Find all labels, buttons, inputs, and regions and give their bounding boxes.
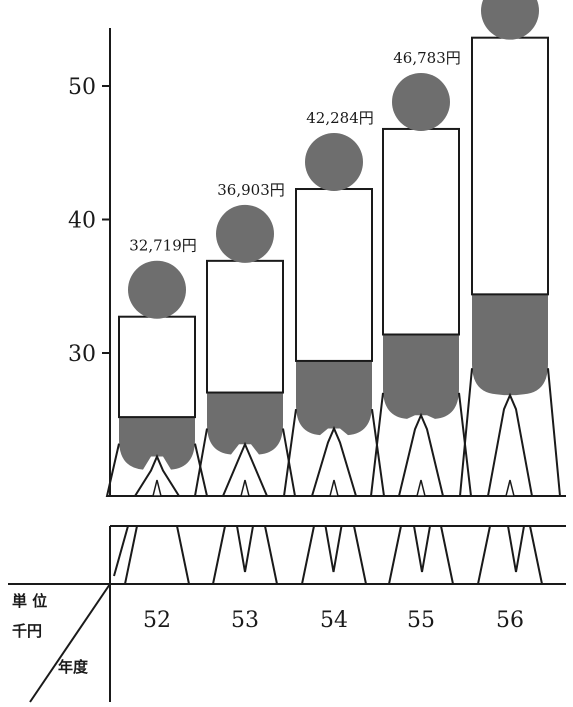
figure-leg-gap bbox=[416, 479, 426, 497]
year-label-54: 54 bbox=[320, 608, 348, 633]
figure-pants bbox=[383, 334, 459, 419]
unit-label-line2: 千円 bbox=[12, 622, 42, 640]
figure-torso bbox=[206, 259, 284, 394]
figure-legs-outline bbox=[458, 368, 562, 497]
legs-band bbox=[113, 525, 543, 585]
figure-54: 42,284円 bbox=[282, 109, 386, 497]
year-label-52: 52 bbox=[143, 608, 171, 633]
figure-torso bbox=[295, 188, 373, 362]
figure-pants bbox=[207, 392, 283, 455]
figure-56: 53,619円 bbox=[458, 0, 562, 497]
value-label: 32,719円 bbox=[129, 237, 197, 255]
figure-head bbox=[481, 0, 539, 40]
category-axis-label: 年度 bbox=[58, 658, 89, 676]
leg-pair-52 bbox=[124, 525, 190, 585]
figure-torso bbox=[382, 127, 460, 336]
year-label-55: 55 bbox=[407, 608, 435, 633]
leg-pair-55 bbox=[388, 525, 454, 585]
leg-gap-wedge bbox=[235, 525, 255, 573]
figure-pants bbox=[296, 360, 372, 436]
figure-head bbox=[216, 204, 274, 263]
figure-53: 36,903円 bbox=[193, 181, 297, 497]
leg-gap-wedge bbox=[412, 525, 432, 573]
figure-55: 46,783円 bbox=[369, 49, 473, 497]
value-label: 36,903円 bbox=[217, 181, 285, 199]
figure-pants bbox=[472, 294, 548, 396]
leg-pair-56 bbox=[477, 525, 543, 585]
y-ticks: 30 40 50 bbox=[68, 75, 110, 367]
figure-52: 32,719円 bbox=[105, 237, 209, 497]
figure-leg-gap bbox=[240, 479, 250, 497]
leg-pair-53 bbox=[212, 525, 278, 585]
y-tick-label: 40 bbox=[68, 209, 96, 234]
leg-gap-wedge bbox=[113, 525, 130, 577]
unit-label-line1: 単 位 bbox=[12, 592, 47, 610]
figure-leg-gap bbox=[505, 479, 515, 497]
pictogram-figures: 32,719円 36,903円 42,284円 46,783円53,619円 bbox=[105, 0, 562, 497]
figure-leg-gap bbox=[329, 479, 339, 497]
figure-pants bbox=[119, 417, 195, 470]
y-tick-label: 30 bbox=[68, 342, 96, 367]
figure-head bbox=[305, 133, 363, 192]
figure-torso bbox=[471, 36, 549, 296]
value-label: 46,783円 bbox=[393, 49, 461, 67]
figure-head bbox=[128, 260, 186, 319]
corner-diagonal-line bbox=[29, 583, 111, 703]
leg-pair-54 bbox=[301, 525, 367, 585]
leg-gap-wedge bbox=[324, 525, 343, 573]
year-labels: 52 53 54 55 56 bbox=[143, 608, 524, 633]
figure-leg-gap bbox=[152, 479, 162, 497]
leg-gap-wedge bbox=[506, 525, 526, 573]
figure-torso bbox=[118, 315, 196, 419]
year-label-56: 56 bbox=[496, 608, 524, 633]
year-label-53: 53 bbox=[231, 608, 259, 633]
value-label: 42,284円 bbox=[306, 109, 374, 127]
figure-head bbox=[392, 72, 450, 131]
y-tick-label: 50 bbox=[68, 75, 96, 100]
